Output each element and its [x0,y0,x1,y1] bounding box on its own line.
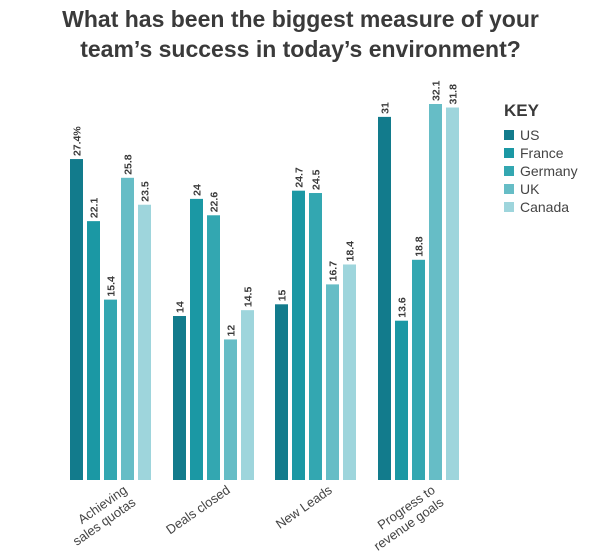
category-label-line: Deals closed [163,482,233,537]
data-label: 14.5 [243,287,255,308]
legend-item-us: US [504,126,578,144]
data-label: 31.8 [448,84,460,105]
category-label: New Leads [273,482,335,532]
legend-swatch [504,130,514,140]
legend: KEY US France Germany UK Canada [504,101,578,216]
chart-title: What has been the biggest measure of you… [0,4,601,64]
bar-canada-0 [138,204,151,480]
data-label: 27.4% [72,126,84,156]
bar-canada-3 [446,107,459,481]
data-label: 24 [192,184,204,196]
data-label: 18.8 [414,236,426,257]
legend-title: KEY [504,101,539,120]
legend-items: US France Germany UK Canada [504,126,578,216]
legend-item-canada: Canada [504,198,578,216]
bar-germany-2 [309,193,322,481]
chart-title-line-1: What has been the biggest measure of you… [62,6,539,32]
category-label: Progress torevenue goals [362,482,447,554]
data-label: 15 [277,289,289,301]
data-label: 31 [380,102,392,114]
legend-item-uk: UK [504,180,578,198]
legend-swatch [504,202,514,212]
legend-item-france: France [504,144,578,162]
data-label: 32.1 [431,80,443,101]
category-label-line: New Leads [273,482,335,532]
bar-france-3 [395,320,408,480]
bar-uk-2 [326,284,339,480]
legend-label: Canada [520,199,570,215]
category-label: Achievingsales quotas [61,482,138,549]
legend-label: US [520,127,540,143]
data-label: 22.1 [89,198,101,219]
legend-swatch [504,148,514,158]
data-label: 23.5 [140,181,152,202]
legend-item-germany: Germany [504,162,578,180]
bar-canada-2 [343,264,356,480]
chart-title-line-2: team’s success in today’s environment? [80,36,521,62]
data-label: 18.4 [345,241,357,262]
bar-germany-1 [207,215,220,480]
legend-label: France [520,145,564,161]
legend-swatch [504,166,514,176]
bar-germany-3 [412,259,425,480]
data-label: 15.4 [106,276,118,297]
legend-label: Germany [520,163,578,179]
bar-canada-1 [241,310,254,480]
data-label: 25.8 [123,154,135,175]
legend-swatch [504,184,514,194]
data-label: 24.7 [294,167,306,188]
category-label: Deals closed [163,482,233,537]
bar-uk-0 [121,177,134,481]
data-label: 13.6 [397,297,409,318]
bar-us-1 [173,316,186,480]
data-label: 22.6 [209,192,221,213]
bar-us-3 [378,116,391,480]
bar-uk-3 [429,104,442,480]
data-label: 16.7 [328,261,340,282]
bar-germany-0 [104,299,117,480]
bar-us-0 [70,159,83,480]
bar-uk-1 [224,339,237,480]
bar-france-1 [190,198,203,480]
data-label: 12 [226,325,238,337]
bar-france-0 [87,221,100,480]
data-label: 14 [175,301,187,313]
legend-label: UK [520,181,540,197]
data-label: 24.5 [311,169,323,190]
bar-us-2 [275,304,288,480]
bar-france-2 [292,190,305,480]
